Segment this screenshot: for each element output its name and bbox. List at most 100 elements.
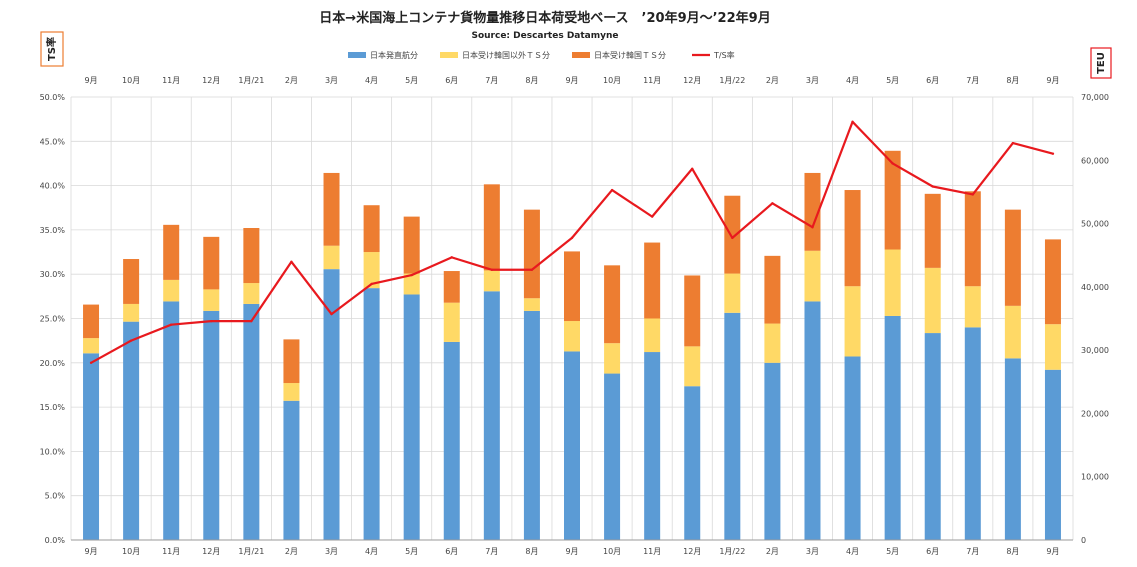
bar-segment (604, 265, 621, 344)
bar-segment (523, 298, 540, 311)
bar-segment (83, 353, 100, 540)
x-tick-label-top: 11月 (643, 76, 661, 85)
bar-segment (443, 271, 460, 303)
bar-segment (684, 275, 701, 347)
x-tick-label-top: 6月 (926, 76, 939, 85)
x-tick-label-bottom: 1月/22 (719, 547, 745, 556)
bar-segment (564, 321, 580, 352)
bar-segment (604, 373, 621, 540)
bar-segment (163, 279, 180, 302)
bar-segment (243, 283, 260, 304)
x-tick-label-top: 8月 (1006, 76, 1019, 85)
y-left-tick-label: 40.0% (40, 182, 66, 191)
right-axis-tag: TEU (1090, 47, 1112, 79)
bar-segment (764, 255, 781, 324)
bar-segment (203, 236, 220, 290)
bar-segment (844, 356, 861, 540)
bar-segment (1044, 369, 1061, 540)
x-tick-label-top: 9月 (84, 76, 97, 85)
x-tick-label-bottom: 1月/21 (238, 547, 264, 556)
bar-segment (163, 224, 180, 280)
bar-segment (403, 216, 420, 274)
bar-segment (123, 259, 140, 304)
y-left-tick-label: 20.0% (40, 359, 66, 368)
x-tick-label-bottom: 2月 (285, 547, 298, 556)
bar-segment (1004, 305, 1021, 359)
ts-rate-point (89, 361, 93, 364)
x-tick-label-top: 10月 (603, 76, 621, 85)
ts-rate-point (370, 282, 373, 286)
ts-rate-point (691, 167, 694, 170)
bar-segment (323, 245, 340, 270)
y-left-tick-label: 45.0% (40, 137, 66, 146)
x-tick-label-bottom: 8月 (1006, 547, 1019, 556)
x-tick-label-top: 12月 (683, 76, 701, 85)
x-tick-label-top: 3月 (806, 76, 819, 85)
bars (83, 150, 1061, 540)
x-tick-label-bottom: 4月 (846, 547, 859, 556)
y-right-tick-label: 10,000 (1081, 473, 1109, 482)
x-tick-label-bottom: 3月 (325, 547, 338, 556)
x-tick-label-top: 6月 (445, 76, 458, 85)
y-right-tick-label: 20,000 (1081, 409, 1109, 418)
bar-segment (1044, 239, 1061, 325)
y-left-tick-label: 0.0% (45, 536, 66, 545)
ts-rate-point (450, 256, 453, 259)
legend-label: T/S率 (713, 50, 735, 60)
legend-swatch (440, 52, 458, 58)
x-tick-label-top: 7月 (485, 76, 498, 85)
bar-segment (203, 310, 220, 540)
legend: 日本発直航分 日本受け韓国以外ＴＳ分 日本受け韓国ＴＳ分 T/S率 (348, 50, 735, 60)
x-tick-label-top: 2月 (766, 76, 779, 85)
bar-segment (804, 301, 821, 540)
x-tick-label-bottom: 5月 (886, 547, 899, 556)
left-axis-tag: TS率 (40, 31, 64, 67)
x-tick-label-top: 9月 (1046, 76, 1059, 85)
bar-segment (724, 312, 741, 540)
bar-segment (203, 289, 220, 311)
x-tick-label-bottom: 11月 (643, 547, 661, 556)
bar-segment (1044, 324, 1061, 370)
bar-segment (283, 339, 300, 384)
x-tick-label-bottom: 9月 (84, 547, 97, 556)
x-tick-label-top: 3月 (325, 76, 338, 85)
left-axis-tag-box (40, 31, 64, 67)
legend-swatch (348, 52, 366, 58)
chart-title: 日本→米国海上コンテナ貨物量推移日本荷受地ベース ’20年9月～’22年9月 (319, 10, 770, 26)
x-tick-label-top: 5月 (405, 76, 418, 85)
ts-rate-point (1011, 141, 1015, 145)
ts-rate-point (931, 185, 934, 188)
x-tick-label-top: 2月 (285, 76, 298, 85)
bar-segment (924, 333, 941, 540)
y-left-tick-label: 5.0% (45, 492, 66, 501)
bar-segment (243, 303, 260, 540)
ts-rate-point (851, 120, 854, 124)
bar-segment (523, 209, 540, 299)
bar-segment (363, 288, 380, 540)
x-tick-label-top: 1月/22 (719, 76, 745, 85)
y-left-tick-label: 25.0% (40, 315, 66, 324)
bar-segment (804, 250, 821, 302)
x-tick-label-bottom: 9月 (1046, 547, 1059, 556)
ts-rate-point (570, 236, 574, 240)
x-tick-label-bottom: 12月 (683, 547, 701, 556)
ts-rate-point (330, 312, 333, 316)
x-tick-label-bottom: 5月 (405, 547, 418, 556)
bar-segment (764, 362, 781, 540)
ts-rate-point (891, 162, 894, 165)
bar-segment (644, 242, 661, 319)
y-left-tick-label: 30.0% (40, 270, 66, 279)
y-right-tick-label: 40,000 (1081, 283, 1109, 292)
bar-segment (844, 190, 861, 287)
chart-subtitle: Source: Descartes Datamyne (471, 31, 618, 41)
ts-rate-point (290, 260, 293, 263)
bar-segment (964, 286, 981, 328)
bar-segment (123, 303, 140, 322)
ts-rate-point (650, 215, 654, 218)
bar-segment (483, 270, 500, 292)
ts-rate-point (610, 188, 614, 192)
x-tick-label-bottom: 6月 (445, 547, 458, 556)
bar-segment (163, 301, 180, 540)
y-right-tick-label: 60,000 (1081, 156, 1109, 165)
ts-rate-point (210, 319, 213, 323)
